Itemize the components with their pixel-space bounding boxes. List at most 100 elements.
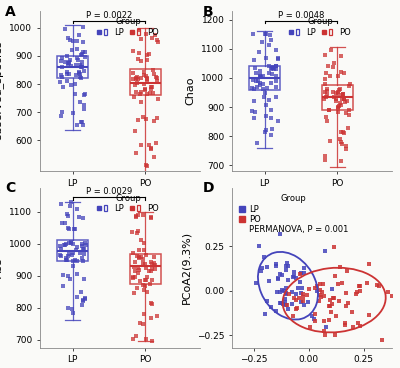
Point (329, 301, 335, 307)
Point (269, 71, 275, 77)
Point (283, 286, 289, 291)
Point (74, 206, 80, 212)
Point (79, 52, 85, 57)
Point (57, 58, 64, 64)
Point (261, 311, 268, 316)
Point (67, 37, 73, 43)
Point (262, 90, 268, 96)
Point (317, 287, 323, 293)
Point (295, 286, 302, 291)
Point (66, 240, 73, 246)
Point (140, 81, 147, 87)
Point (81, 106, 87, 112)
Point (323, 114, 329, 120)
Point (335, 91, 341, 97)
Point (308, 313, 315, 319)
Point (62, 241, 69, 247)
Point (276, 289, 283, 295)
Point (323, 71, 329, 77)
Point (249, 85, 255, 91)
Point (142, 336, 149, 342)
Point (327, 74, 333, 79)
Point (331, 332, 338, 338)
Point (341, 96, 347, 102)
Point (338, 102, 344, 108)
Point (338, 139, 344, 145)
Point (75, 57, 81, 63)
Point (283, 267, 289, 273)
Point (366, 312, 372, 318)
Point (253, 78, 259, 84)
Point (64, 211, 70, 217)
Point (306, 286, 312, 292)
Point (80, 298, 86, 304)
Point (78, 52, 84, 57)
Point (68, 252, 75, 258)
Point (385, 289, 391, 294)
Point (140, 283, 146, 289)
Point (79, 241, 86, 247)
Point (257, 72, 263, 78)
Point (59, 74, 65, 79)
Point (146, 268, 152, 274)
Point (340, 130, 347, 136)
Point (143, 163, 150, 169)
Point (318, 294, 324, 300)
Point (70, 241, 76, 247)
Point (282, 298, 288, 304)
Point (291, 269, 297, 275)
Point (252, 109, 258, 115)
Point (251, 86, 258, 92)
Point (283, 263, 289, 269)
Point (153, 37, 160, 43)
Point (74, 46, 80, 52)
Point (268, 132, 275, 138)
Point (324, 118, 330, 124)
Point (337, 264, 343, 270)
Point (336, 87, 342, 93)
Point (335, 72, 341, 78)
Point (152, 266, 158, 272)
Point (76, 70, 82, 76)
Point (331, 296, 337, 301)
Point (78, 243, 85, 249)
Point (57, 253, 64, 259)
Point (82, 242, 89, 248)
Point (149, 84, 155, 89)
Point (261, 94, 268, 100)
Point (280, 288, 287, 294)
Text: P = 0.0048: P = 0.0048 (278, 11, 324, 20)
Point (279, 287, 286, 293)
Point (299, 285, 305, 291)
Point (283, 290, 290, 296)
Point (71, 226, 78, 232)
Point (356, 283, 362, 289)
Point (340, 128, 346, 134)
Point (143, 252, 149, 258)
Point (258, 265, 265, 271)
Point (339, 96, 346, 102)
Point (144, 91, 150, 96)
Point (135, 76, 141, 82)
Point (58, 72, 64, 78)
Legend: LP, PO, PERMANOVA, P = 0.001: LP, PO, PERMANOVA, P = 0.001 (236, 192, 350, 237)
Point (273, 66, 279, 71)
Point (73, 62, 80, 68)
Point (65, 35, 72, 41)
Point (267, 66, 274, 71)
X-axis label: Group: Group (295, 193, 329, 203)
Point (274, 118, 281, 124)
Point (261, 254, 268, 260)
Point (321, 318, 327, 324)
Point (64, 60, 71, 66)
Point (274, 55, 281, 61)
Point (134, 74, 140, 80)
Point (348, 309, 355, 315)
Point (268, 80, 274, 86)
Point (298, 270, 305, 276)
Point (274, 276, 281, 282)
Point (330, 64, 336, 70)
Point (328, 309, 334, 315)
Point (284, 259, 290, 265)
Point (286, 291, 292, 297)
